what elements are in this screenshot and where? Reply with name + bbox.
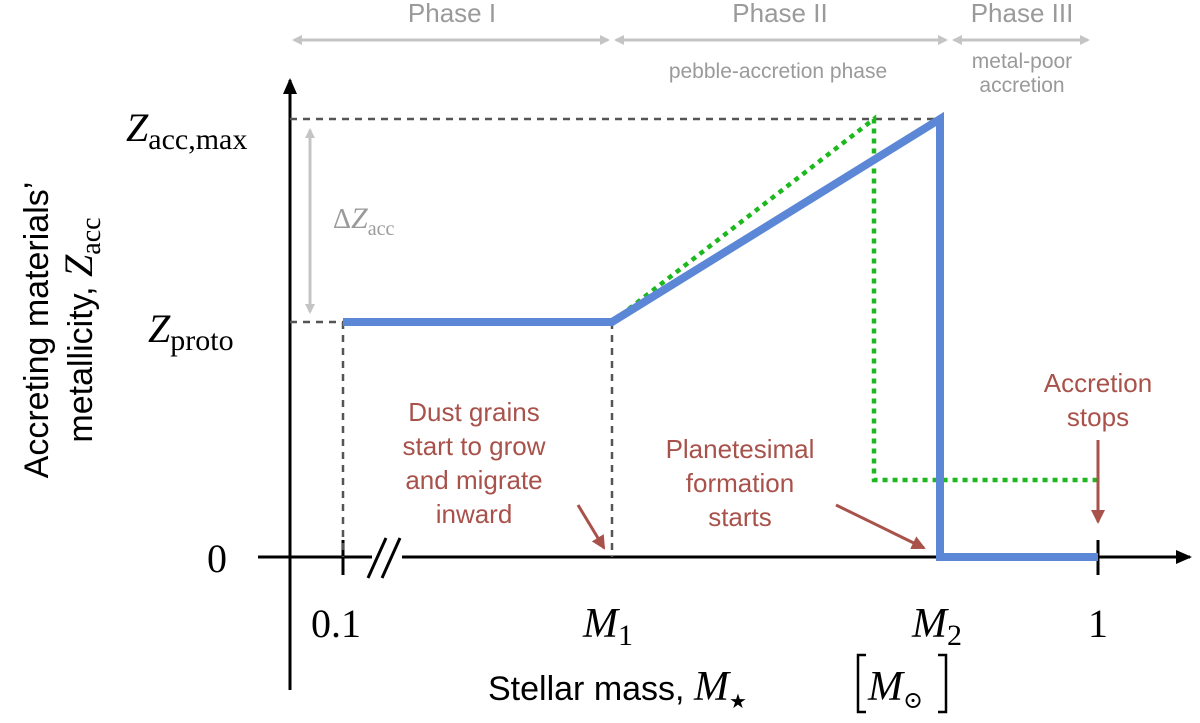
x-axis-label: Stellar mass, M★: [488, 664, 747, 713]
unit-label: M⊙: [867, 664, 923, 714]
y-tick-zacc-max: Zacc,max: [126, 105, 247, 156]
y-axis-label: Accreting materials’ metallicity, Zacc: [18, 182, 107, 479]
x-tick-label-m2: M2: [911, 601, 962, 652]
delta-zacc-label: ΔZacc: [333, 202, 394, 240]
annotation-dust-line4: inward: [436, 499, 513, 529]
blue-solid-curve: [343, 111, 1098, 561]
y-tick-zproto: Zproto: [148, 306, 234, 357]
annotation-dust: Dust grains start to grow and migrate in…: [402, 397, 545, 529]
annotation-planetesimal-line2: formation: [686, 468, 794, 498]
annotation-planetesimal-arrow: [835, 503, 926, 550]
annotation-planetesimal-line3: starts: [708, 502, 772, 532]
annotation-dust-line1: Dust grains: [408, 397, 540, 427]
phase-bar: Phase I Phase II pebble-accretion phase …: [292, 0, 1090, 97]
x-tick-label-1: 1: [1088, 601, 1108, 646]
phase-3-sublabel-line2: accretion: [979, 74, 1064, 97]
axis-break-mark-1: [366, 537, 388, 579]
y-tick-zero: 0: [207, 536, 227, 581]
annotation-planetesimal-line1: Planetesimal: [666, 434, 815, 464]
phase-2-sublabel: pebble-accretion phase: [669, 60, 887, 83]
phase-2-label: Phase II: [732, 0, 827, 28]
unit-bracket-left: [856, 653, 866, 714]
annotation-planetesimal: Planetesimal formation starts: [666, 434, 815, 532]
annotation-dust-arrow: [576, 504, 606, 550]
y-axis-label-line2: metallicity, Zacc: [56, 217, 107, 442]
annotation-dust-line3: and migrate: [405, 465, 542, 495]
annotation-accretion-line1: Accretion: [1044, 368, 1152, 398]
annotation-accretion: Accretion stops: [1044, 368, 1152, 432]
axis-break-mark-2: [380, 537, 402, 579]
annotation-dust-line2: start to grow: [402, 431, 545, 461]
unit-bracket-right: [938, 653, 948, 714]
guide-lines: [290, 117, 940, 557]
y-axis-label-line1: Accreting materials’: [18, 182, 56, 479]
x-tick-label-m1: M1: [582, 601, 633, 652]
green-dotted-curve: [343, 114, 1098, 483]
phase-1-label: Phase I: [408, 0, 496, 28]
phase-3-sublabel-line1: metal-poor: [972, 50, 1072, 73]
annotation-accretion-line2: stops: [1067, 402, 1129, 432]
x-tick-label-0.1: 0.1: [311, 601, 361, 646]
phase-3-label: Phase III: [971, 0, 1074, 28]
